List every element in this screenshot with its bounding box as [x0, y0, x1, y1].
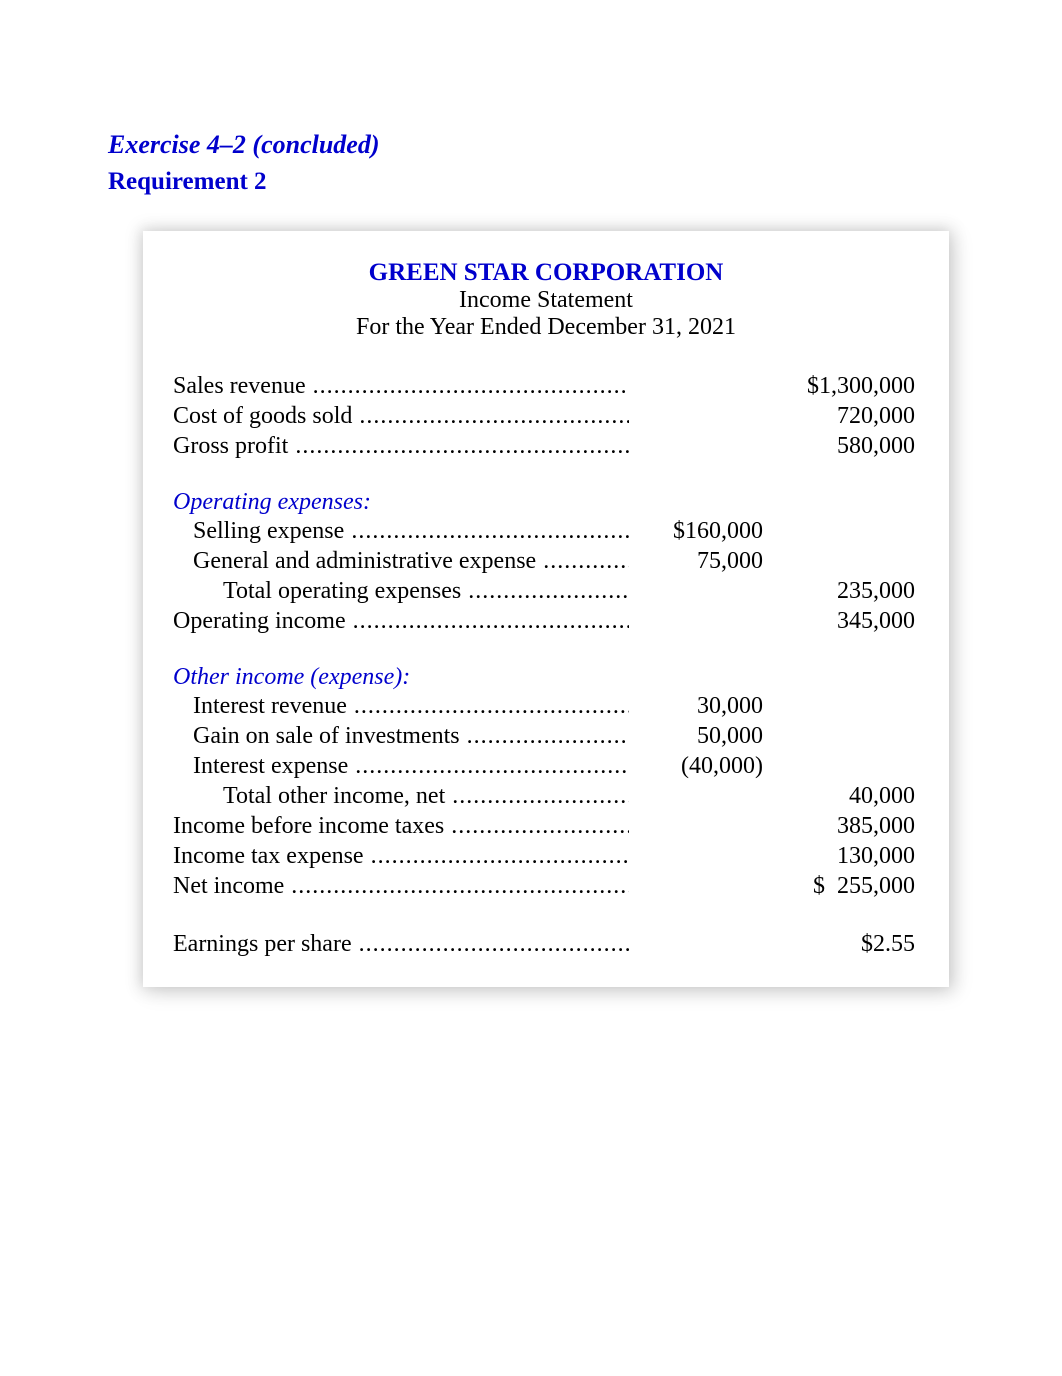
label-eps: Earnings per share — [173, 929, 629, 959]
spacer — [173, 461, 919, 489]
label-selling-expense: Selling expense — [173, 516, 629, 546]
line-gain-on-sale: Gain on sale of investments 50,000 — [173, 721, 919, 751]
line-interest-revenue: Interest revenue 30,000 — [173, 691, 919, 721]
subvalue-interest-revenue: 30,000 — [629, 691, 769, 721]
label-interest-revenue: Interest revenue — [173, 691, 629, 721]
value-gross-profit: 580,000 — [769, 431, 919, 461]
line-cogs: Cost of goods sold 720,000 — [173, 401, 919, 431]
label-gain-on-sale: Gain on sale of investments — [173, 721, 629, 751]
spacer — [173, 901, 919, 929]
statement-period: For the Year Ended December 31, 2021 — [173, 314, 919, 341]
subvalue-interest-expense: (40,000) — [629, 751, 769, 781]
line-eps: Earnings per share $2.55 — [173, 929, 919, 959]
requirement-heading: Requirement 2 — [108, 168, 954, 196]
line-gross-profit: Gross profit 580,000 — [173, 431, 919, 461]
label-total-op-expenses: Total operating expenses — [173, 576, 629, 606]
subvalue-gain-on-sale: 50,000 — [629, 721, 769, 751]
label-cogs: Cost of goods sold — [173, 401, 629, 431]
label-net-income: Net income — [173, 871, 629, 901]
label-total-other-income: Total other income, net — [173, 781, 629, 811]
statement-type: Income Statement — [173, 287, 919, 314]
line-operating-income: Operating income 345,000 — [173, 606, 919, 636]
heading-other-income: Other income (expense): — [173, 664, 919, 691]
line-total-op-expenses: Total operating expenses 235,000 — [173, 576, 919, 606]
label-sales-revenue: Sales revenue — [173, 371, 629, 401]
line-ga-expense: General and administrative expense 75,00… — [173, 546, 919, 576]
company-name: GREEN STAR CORPORATION — [173, 259, 919, 287]
line-selling-expense: Selling expense $160,000 — [173, 516, 919, 546]
value-sales-revenue: $1,300,000 — [769, 371, 919, 401]
subvalue-selling-expense: $160,000 — [629, 516, 769, 546]
label-gross-profit: Gross profit — [173, 431, 629, 461]
income-statement-box: GREEN STAR CORPORATION Income Statement … — [143, 231, 949, 987]
line-interest-expense: Interest expense (40,000) — [173, 751, 919, 781]
value-income-tax-expense: 130,000 — [769, 841, 919, 871]
value-cogs: 720,000 — [769, 401, 919, 431]
value-total-op-expenses: 235,000 — [769, 576, 919, 606]
line-income-before-tax: Income before income taxes 385,000 — [173, 811, 919, 841]
label-operating-income: Operating income — [173, 606, 629, 636]
line-income-tax-expense: Income tax expense 130,000 — [173, 841, 919, 871]
line-sales-revenue: Sales revenue $1,300,000 — [173, 371, 919, 401]
label-income-tax-expense: Income tax expense — [173, 841, 629, 871]
line-total-other-income: Total other income, net 40,000 — [173, 781, 919, 811]
label-interest-expense: Interest expense — [173, 751, 629, 781]
subvalue-ga-expense: 75,000 — [629, 546, 769, 576]
value-income-before-tax: 385,000 — [769, 811, 919, 841]
value-eps: $2.55 — [769, 929, 919, 959]
value-net-income: $ 255,000 — [769, 871, 919, 901]
exercise-title: Exercise 4–2 (concluded) — [108, 130, 954, 160]
value-operating-income: 345,000 — [769, 606, 919, 636]
value-total-other-income: 40,000 — [769, 781, 919, 811]
label-ga-expense: General and administrative expense — [173, 546, 629, 576]
spacer — [173, 636, 919, 664]
heading-operating-expenses: Operating expenses: — [173, 489, 919, 516]
label-income-before-tax: Income before income taxes — [173, 811, 629, 841]
line-net-income: Net income $ 255,000 — [173, 871, 919, 901]
